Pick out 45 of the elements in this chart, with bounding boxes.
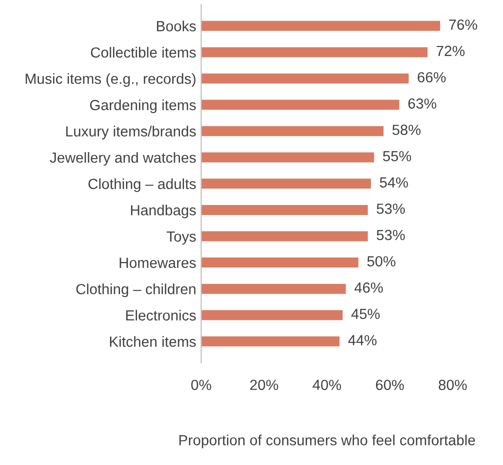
data-label: 66% xyxy=(418,72,446,82)
data-label: 50% xyxy=(367,256,396,266)
bar xyxy=(201,204,368,215)
x-tick-label: 0% xyxy=(191,380,212,390)
y-tick-label: Electronics xyxy=(126,310,196,321)
x-tick-label: 40% xyxy=(312,380,342,390)
bar xyxy=(201,152,374,162)
data-label: 53% xyxy=(376,204,405,214)
bar xyxy=(201,310,343,320)
bar xyxy=(201,74,409,84)
y-tick-label: Luxury items/brands xyxy=(66,126,196,140)
data-label: 54% xyxy=(380,177,408,188)
bar xyxy=(201,126,384,136)
x-tick-label: 20% xyxy=(250,380,278,390)
y-tick-label: Clothing – adults xyxy=(88,178,196,192)
bar xyxy=(201,47,428,58)
bar xyxy=(201,20,440,31)
bar xyxy=(201,178,371,189)
bar xyxy=(201,258,358,268)
data-label: 46% xyxy=(354,282,383,293)
data-label: 76% xyxy=(449,20,478,30)
data-label: 72% xyxy=(436,46,465,56)
y-tick-label: Collectible items xyxy=(90,46,196,58)
y-tick-label: Kitchen items xyxy=(110,336,196,347)
bar xyxy=(201,336,340,346)
y-tick-label: Music items (e.g., records) xyxy=(26,73,196,87)
y-tick-label: Homewares xyxy=(120,258,196,268)
data-label: 58% xyxy=(392,124,421,136)
y-tick-label: Toys xyxy=(166,232,196,245)
y-tick-label: Jewellery and watches xyxy=(50,152,196,166)
x-axis-title: Proportion of consumers who feel comfortable xyxy=(179,434,476,448)
data-label: 44% xyxy=(348,335,377,346)
data-label: 45% xyxy=(351,308,380,320)
data-label: 63% xyxy=(408,98,436,109)
y-tick-label: Gardening items xyxy=(90,100,196,114)
bar xyxy=(201,231,368,242)
y-tick-label: Clothing – children xyxy=(76,284,196,298)
x-tick-label: 80% xyxy=(438,380,467,390)
bar xyxy=(201,100,400,110)
bar xyxy=(201,284,346,294)
data-label: 53% xyxy=(376,230,405,240)
data-label: 55% xyxy=(383,151,412,162)
x-tick-label: 60% xyxy=(376,380,404,390)
y-tick-label: Books xyxy=(157,20,196,32)
y-tick-label: Handbags xyxy=(131,204,196,218)
